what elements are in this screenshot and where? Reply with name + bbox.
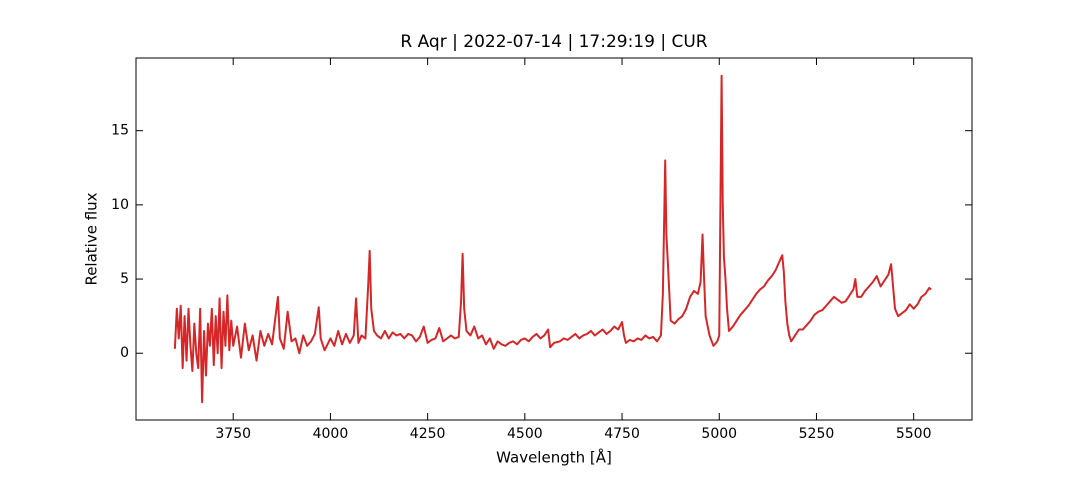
y-tick-label: 15 [111, 123, 129, 139]
x-tick-label: 4250 [410, 426, 446, 442]
y-axis-label: Relative flux [83, 192, 101, 285]
x-tick-label: 3750 [215, 426, 251, 442]
x-tick-label: 4750 [604, 426, 640, 442]
x-tick-label: 5250 [799, 426, 835, 442]
x-tick-label: 4000 [313, 426, 349, 442]
chart-title: R Aqr | 2022-07-14 | 17:29:19 | CUR [400, 32, 707, 52]
x-axis-label: Wavelength [Å] [496, 448, 612, 467]
y-tick-label: 5 [120, 271, 129, 287]
x-tick-label: 4500 [507, 426, 543, 442]
y-tick-label: 0 [120, 345, 129, 361]
spectrum-line [173, 74, 932, 404]
y-tick-label: 10 [111, 197, 129, 213]
x-tick-label: 5000 [701, 426, 737, 442]
x-tick-label: 5500 [896, 426, 932, 442]
plot-frame [135, 57, 973, 421]
